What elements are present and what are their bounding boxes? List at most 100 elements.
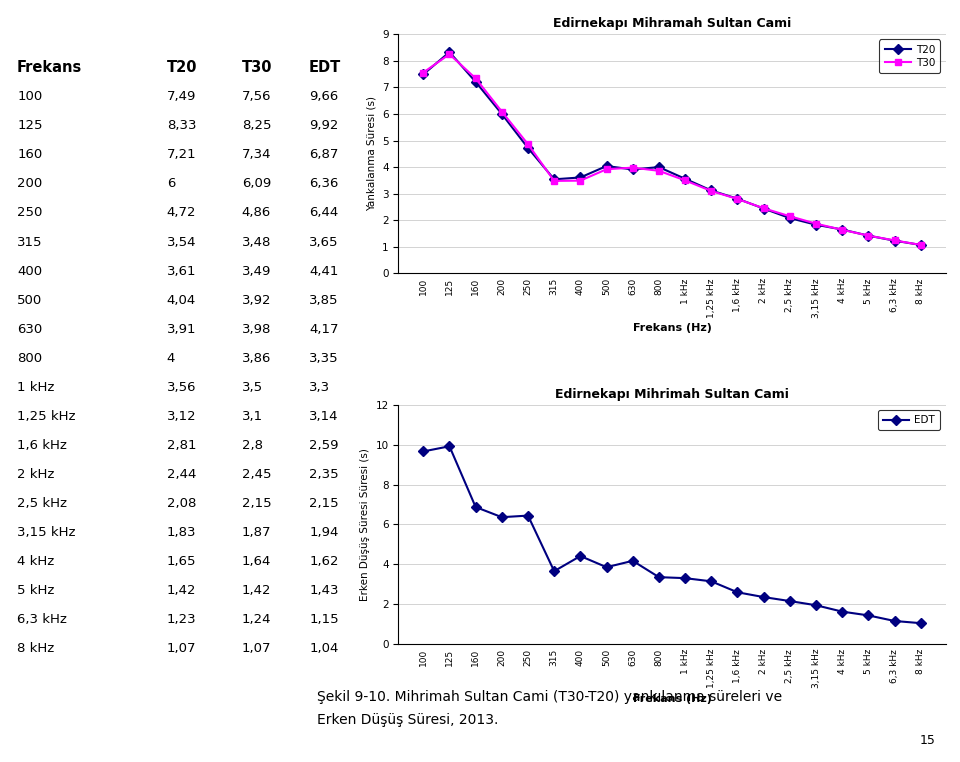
- T20: [863, 231, 875, 240]
- Text: 3,86: 3,86: [242, 351, 271, 365]
- Title: Edirnekapı Mihrimah Sultan Cami: Edirnekapı Mihrimah Sultan Cami: [555, 388, 789, 401]
- Text: 6,36: 6,36: [309, 178, 339, 190]
- T30: [575, 176, 587, 185]
- Text: 3,15 kHz: 3,15 kHz: [17, 526, 76, 539]
- Text: 3,65: 3,65: [309, 235, 339, 248]
- EDT: [496, 513, 508, 522]
- T20: [575, 173, 587, 182]
- Text: T30: T30: [242, 60, 273, 75]
- T20: [757, 204, 769, 213]
- Text: 3,48: 3,48: [242, 235, 271, 248]
- EDT: [522, 511, 534, 520]
- Line: EDT: EDT: [420, 443, 924, 626]
- Text: 7,49: 7,49: [167, 91, 196, 104]
- Text: 1,07: 1,07: [242, 642, 272, 655]
- Text: 1,62: 1,62: [309, 555, 339, 568]
- EDT: [836, 607, 848, 616]
- T20: [469, 77, 481, 86]
- Text: 7,34: 7,34: [242, 149, 272, 162]
- Text: 3,49: 3,49: [242, 264, 271, 277]
- Text: 2,45: 2,45: [242, 468, 272, 481]
- Text: 1,42: 1,42: [167, 584, 197, 597]
- Text: 4,04: 4,04: [167, 293, 196, 306]
- Text: 160: 160: [17, 149, 42, 162]
- Text: Frekans: Frekans: [17, 60, 83, 75]
- Text: 3,98: 3,98: [242, 322, 271, 335]
- Text: 4,41: 4,41: [309, 264, 339, 277]
- T20: [522, 143, 534, 152]
- EDT: [810, 600, 822, 610]
- Text: 2,08: 2,08: [167, 497, 196, 510]
- T30: [469, 74, 481, 83]
- Text: 1,94: 1,94: [309, 526, 339, 539]
- T30: [863, 231, 875, 240]
- T30: [627, 163, 638, 172]
- Text: 7,21: 7,21: [167, 149, 197, 162]
- Text: 9,66: 9,66: [309, 91, 338, 104]
- EDT: [732, 588, 743, 597]
- Text: 8,25: 8,25: [242, 120, 272, 133]
- Text: 3,91: 3,91: [167, 322, 197, 335]
- Text: 5 kHz: 5 kHz: [17, 584, 55, 597]
- T20: [680, 174, 691, 184]
- Text: 6,87: 6,87: [309, 149, 339, 162]
- Text: 3,12: 3,12: [167, 410, 197, 423]
- T30: [889, 236, 900, 245]
- Text: 8 kHz: 8 kHz: [17, 642, 55, 655]
- T20: [418, 70, 429, 79]
- T30: [680, 176, 691, 185]
- Text: 6,3 kHz: 6,3 kHz: [17, 613, 67, 626]
- Text: 315: 315: [17, 235, 42, 248]
- Text: 7,56: 7,56: [242, 91, 272, 104]
- Text: 6: 6: [167, 178, 176, 190]
- T30: [784, 212, 796, 221]
- Text: 1,15: 1,15: [309, 613, 339, 626]
- X-axis label: Frekans (Hz): Frekans (Hz): [633, 323, 711, 334]
- T30: [706, 187, 717, 196]
- Text: Erken Düşüş Süresi, 2013.: Erken Düşüş Süresi, 2013.: [317, 713, 498, 727]
- Text: 2 kHz: 2 kHz: [17, 468, 55, 481]
- X-axis label: Frekans (Hz): Frekans (Hz): [633, 694, 711, 704]
- EDT: [444, 442, 455, 451]
- T20: [496, 110, 508, 119]
- Text: 630: 630: [17, 322, 42, 335]
- T30: [548, 176, 560, 185]
- Text: 125: 125: [17, 120, 42, 133]
- Text: Şekil 9-10. Mihrimah Sultan Cami (T30-T20) yankılanma süreleri ve: Şekil 9-10. Mihrimah Sultan Cami (T30-T2…: [317, 690, 782, 704]
- Text: 2,59: 2,59: [309, 439, 339, 452]
- T30: [732, 194, 743, 203]
- Text: 2,35: 2,35: [309, 468, 339, 481]
- EDT: [601, 562, 612, 572]
- Text: 2,15: 2,15: [242, 497, 272, 510]
- T30: [496, 107, 508, 116]
- Text: 500: 500: [17, 293, 42, 306]
- Legend: EDT: EDT: [878, 410, 941, 431]
- Y-axis label: Yankalanma Süresi (s): Yankalanma Süresi (s): [367, 96, 376, 211]
- T20: [601, 162, 612, 171]
- Text: 15: 15: [920, 734, 936, 747]
- T20: [706, 186, 717, 195]
- EDT: [418, 447, 429, 456]
- T30: [915, 240, 926, 249]
- Line: T20: T20: [420, 49, 924, 248]
- T30: [522, 139, 534, 149]
- Text: 3,14: 3,14: [309, 410, 339, 423]
- EDT: [706, 577, 717, 586]
- T30: [653, 166, 664, 175]
- Text: T20: T20: [167, 60, 198, 75]
- Text: 1,25 kHz: 1,25 kHz: [17, 410, 76, 423]
- T20: [548, 174, 560, 184]
- EDT: [915, 619, 926, 628]
- T20: [444, 47, 455, 56]
- Text: 1,87: 1,87: [242, 526, 272, 539]
- T30: [601, 165, 612, 174]
- Text: EDT: EDT: [309, 60, 342, 75]
- Text: 6,09: 6,09: [242, 178, 271, 190]
- EDT: [784, 597, 796, 606]
- Text: 200: 200: [17, 178, 42, 190]
- Text: 1,64: 1,64: [242, 555, 271, 568]
- Text: 4 kHz: 4 kHz: [17, 555, 55, 568]
- Text: 3,54: 3,54: [167, 235, 197, 248]
- Title: Edirnekapı Mihramah Sultan Cami: Edirnekapı Mihramah Sultan Cami: [553, 18, 791, 30]
- Text: 2,81: 2,81: [167, 439, 197, 452]
